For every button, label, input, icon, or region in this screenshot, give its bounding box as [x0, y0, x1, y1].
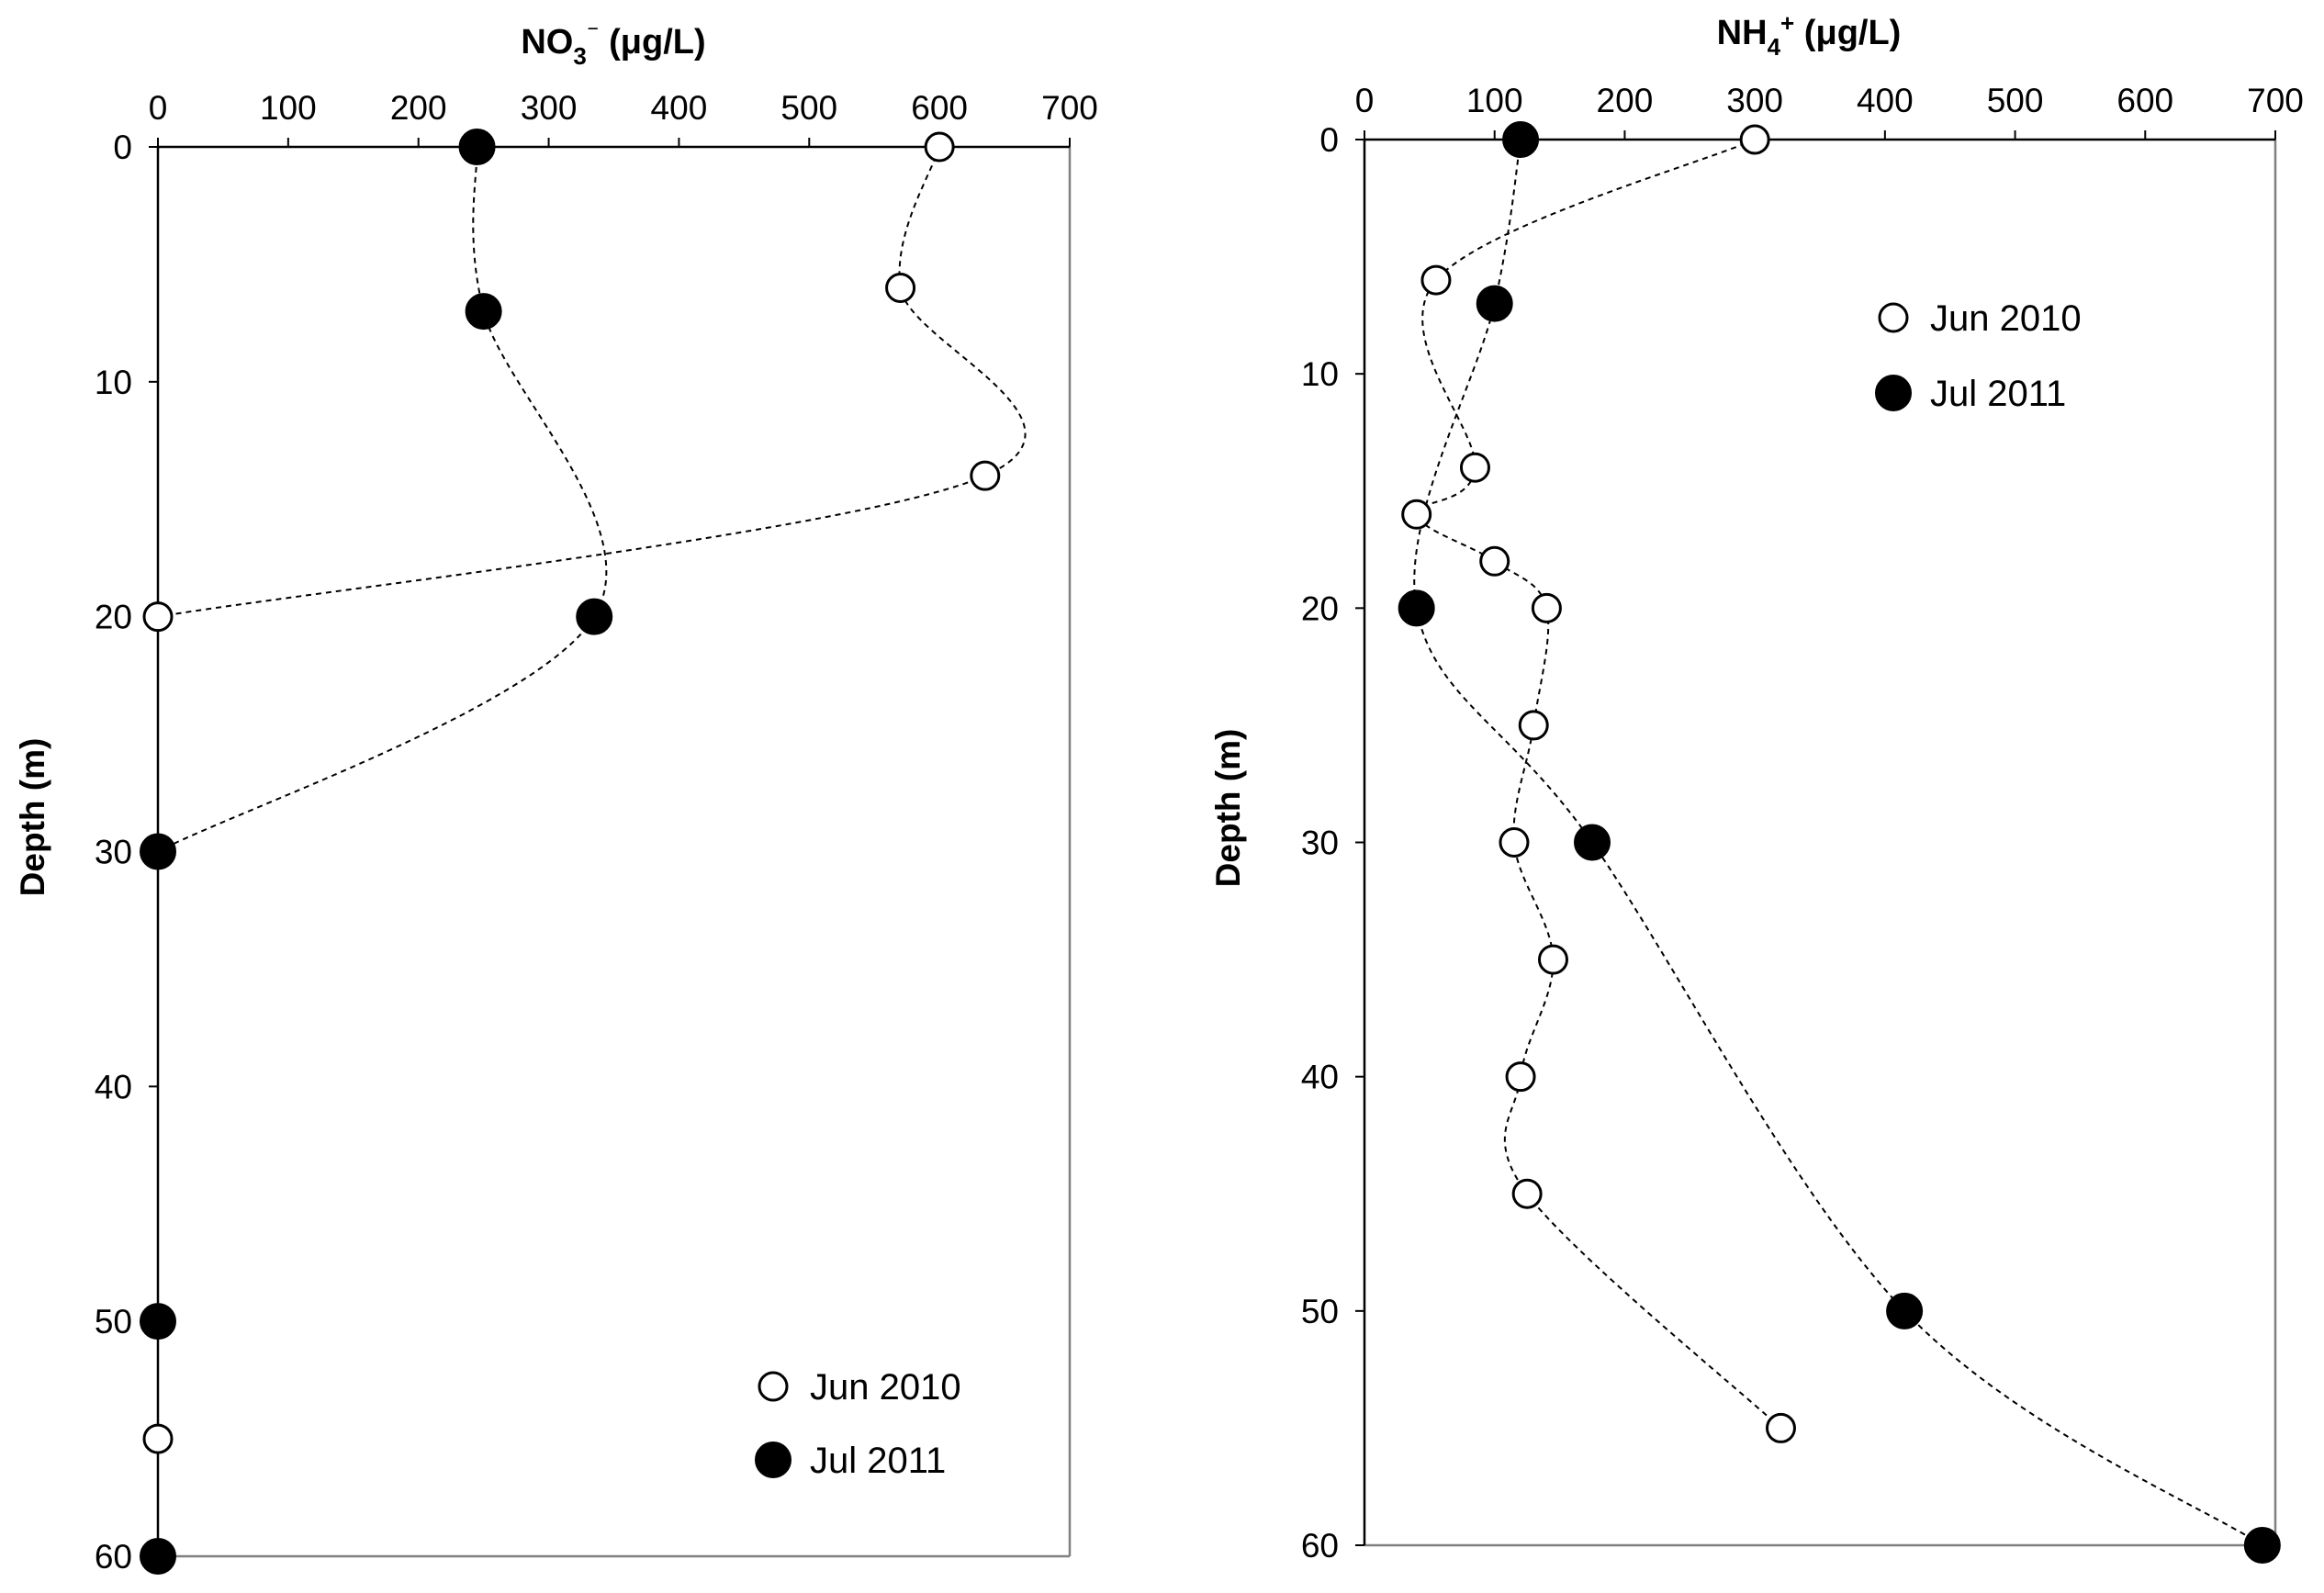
x-tick-label: 500	[1987, 82, 2044, 119]
data-point	[1505, 1061, 1536, 1093]
jun-2010-curve	[1415, 139, 1782, 1430]
data-point	[140, 833, 176, 870]
x-tick-label: 100	[260, 89, 317, 127]
data-point	[1476, 285, 1513, 322]
x-tick-label: 700	[1041, 89, 1098, 127]
x-tick-label: 400	[651, 89, 708, 127]
y-tick-label: 40	[1301, 1059, 1339, 1096]
legend-label: Jun 2010	[1930, 298, 2082, 339]
y-tick-label: 50	[95, 1303, 132, 1341]
data-point	[1401, 499, 1432, 530]
x-tick-label: 200	[390, 89, 447, 127]
y-axis-label: Depth (m)	[14, 738, 51, 897]
data-point	[1518, 710, 1549, 741]
data-point	[1459, 452, 1490, 483]
x-tick-label: 500	[780, 89, 837, 127]
data-point	[140, 1538, 176, 1575]
legend-label: Jun 2010	[810, 1367, 961, 1408]
y-tick-label: 30	[1301, 825, 1339, 862]
series-jun-2010	[1401, 124, 1796, 1443]
jun-2010-curve	[157, 146, 1027, 618]
data-point	[970, 460, 1001, 491]
chart-title: NO3⁻ (μg/L)	[521, 18, 705, 70]
legend: Jun 2010 Jul 2011	[755, 1367, 961, 1481]
data-point	[1398, 589, 1435, 627]
data-point	[1886, 1292, 1924, 1329]
x-tick-label: 700	[2247, 82, 2304, 119]
x-tick-label: 400	[1857, 82, 1914, 119]
legend-marker	[1875, 375, 1912, 411]
x-tick-label: 0	[1355, 82, 1375, 119]
x-tick-label: 600	[911, 89, 968, 127]
data-point	[1479, 545, 1510, 577]
legend-marker	[758, 1371, 789, 1402]
legend-label: Jul 2011	[1930, 374, 2066, 414]
y-tick-label: 40	[95, 1068, 132, 1105]
series-jun-2010	[142, 131, 1001, 1454]
data-point	[142, 601, 174, 633]
legend-marker	[1878, 302, 1909, 333]
y-tick-label: 0	[1319, 121, 1339, 159]
y-tick-label: 30	[95, 834, 132, 871]
x-tick-label: 600	[2116, 82, 2173, 119]
no3-chart: 0 100 200 300 400 500 600 700 0 10 20 30 40 50 60 NO3⁻ …	[14, 18, 1098, 1576]
x-tick-label: 0	[149, 89, 168, 127]
y-axis-label: Depth (m)	[1209, 729, 1247, 888]
data-point	[1739, 124, 1770, 155]
legend-label: Jul 2011	[810, 1441, 946, 1481]
data-point	[1502, 121, 1540, 158]
data-point	[1511, 1178, 1543, 1209]
nh4-chart: 0 100 200 300 400 500 600 700 0 10 20 30 40 50 60 NH4+ …	[1209, 9, 2304, 1565]
y-tick-label: 60	[95, 1538, 132, 1576]
y-tick-label: 60	[1301, 1527, 1339, 1565]
x-tick-label: 300	[1726, 82, 1783, 119]
x-tick-label: 100	[1466, 82, 1523, 119]
data-point	[885, 273, 916, 303]
data-point	[2243, 1527, 2281, 1564]
jul-2011-curve	[157, 146, 608, 853]
legend: Jun 2010 Jul 2011	[1875, 298, 2082, 414]
series-jul-2011	[1398, 121, 2281, 1564]
data-point	[1765, 1412, 1796, 1443]
x-tick-label: 300	[521, 89, 578, 127]
data-point	[458, 129, 496, 165]
x-tick-label: 200	[1597, 82, 1654, 119]
legend-marker	[755, 1442, 792, 1478]
data-point	[1537, 944, 1568, 975]
data-point	[924, 131, 955, 163]
data-point	[576, 598, 613, 635]
data-point	[1420, 264, 1452, 296]
y-tick-label: 50	[1301, 1293, 1339, 1330]
jul-2011-curve	[1413, 139, 2263, 1546]
series-jul-2011	[140, 129, 613, 1575]
y-tick-label: 10	[1301, 355, 1339, 393]
data-point	[1531, 592, 1562, 623]
chart-title: NH4+ (μg/L)	[1717, 9, 1902, 61]
y-tick-label: 20	[95, 599, 132, 636]
y-tick-label: 10	[95, 364, 132, 401]
data-point	[1574, 824, 1611, 861]
data-point	[142, 1423, 174, 1454]
data-point	[465, 293, 502, 331]
data-point	[1499, 827, 1530, 858]
y-tick-label: 0	[113, 129, 132, 166]
data-point	[140, 1303, 176, 1341]
y-tick-label: 20	[1301, 589, 1339, 627]
